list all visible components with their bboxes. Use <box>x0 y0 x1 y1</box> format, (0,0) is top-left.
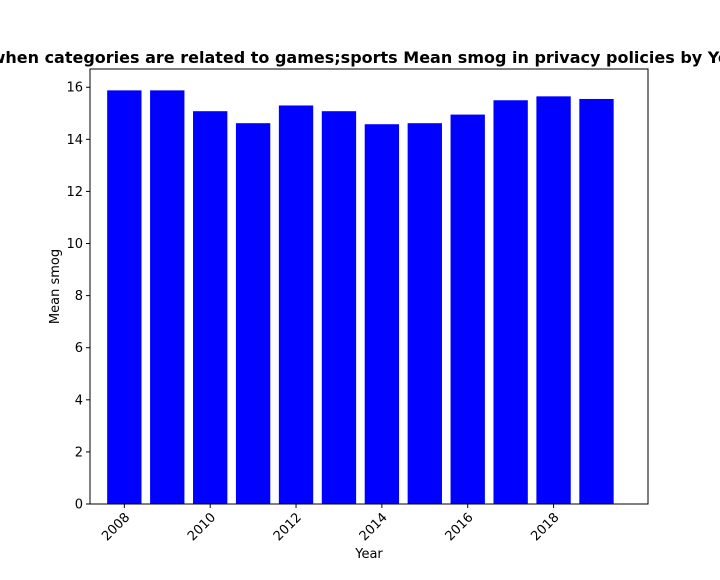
y-tick-label: 4 <box>75 393 83 408</box>
y-axis: 0 2 4 6 8 10 12 14 16 <box>66 81 90 513</box>
x-axis-label: Year <box>354 547 383 562</box>
bar-2013 <box>321 111 357 504</box>
x-tick-label: 2010 <box>185 510 219 544</box>
bar-2014 <box>364 124 400 504</box>
bar-2009 <box>150 90 185 504</box>
chart-title: when categories are related to games;spo… <box>0 48 720 67</box>
x-tick-label: 2014 <box>357 510 391 544</box>
bar-2015 <box>407 123 442 505</box>
bar-2008 <box>107 90 142 504</box>
bar-2010 <box>193 111 228 504</box>
bars-group <box>107 90 614 505</box>
y-tick-label: 0 <box>75 498 83 513</box>
y-tick-label: 12 <box>66 185 83 200</box>
y-tick-label: 8 <box>75 289 83 304</box>
y-axis-label: Mean smog <box>48 249 63 324</box>
bar-2019 <box>579 98 614 505</box>
bar-2011 <box>235 123 271 505</box>
bar-2017 <box>493 100 528 505</box>
x-tick-label: 2016 <box>443 510 477 544</box>
y-tick-label: 16 <box>66 81 83 96</box>
x-tick-label: 2018 <box>528 510 562 544</box>
bar-2018 <box>536 96 571 505</box>
y-tick-label: 10 <box>66 237 83 252</box>
bar-2016 <box>450 114 485 504</box>
x-axis: 2008 2010 2012 2014 2016 2018 <box>99 504 562 544</box>
y-tick-label: 6 <box>75 341 83 356</box>
x-tick-label: 2008 <box>99 510 133 544</box>
y-tick-label: 14 <box>66 133 83 148</box>
bar-2012 <box>278 105 314 504</box>
plot-frame <box>89 68 649 505</box>
y-tick-label: 2 <box>75 445 83 460</box>
x-tick-label: 2012 <box>271 510 305 544</box>
